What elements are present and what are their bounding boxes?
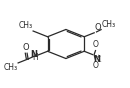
Text: CH₃: CH₃	[18, 21, 32, 30]
Text: O: O	[93, 40, 98, 49]
Text: O: O	[23, 43, 30, 52]
Text: N: N	[31, 50, 38, 59]
Text: H: H	[32, 53, 38, 62]
Text: CH₃: CH₃	[3, 63, 18, 72]
Text: O: O	[95, 23, 101, 32]
Text: +: +	[95, 54, 101, 59]
Text: ⁻: ⁻	[98, 61, 102, 67]
Text: N: N	[93, 55, 100, 64]
Text: O: O	[93, 61, 98, 70]
Text: CH₃: CH₃	[102, 20, 116, 29]
